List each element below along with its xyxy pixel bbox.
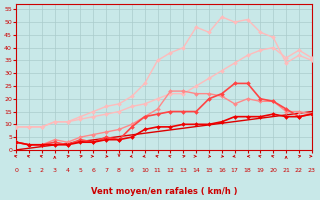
X-axis label: Vent moyen/en rafales ( km/h ): Vent moyen/en rafales ( km/h ) [91, 187, 237, 196]
